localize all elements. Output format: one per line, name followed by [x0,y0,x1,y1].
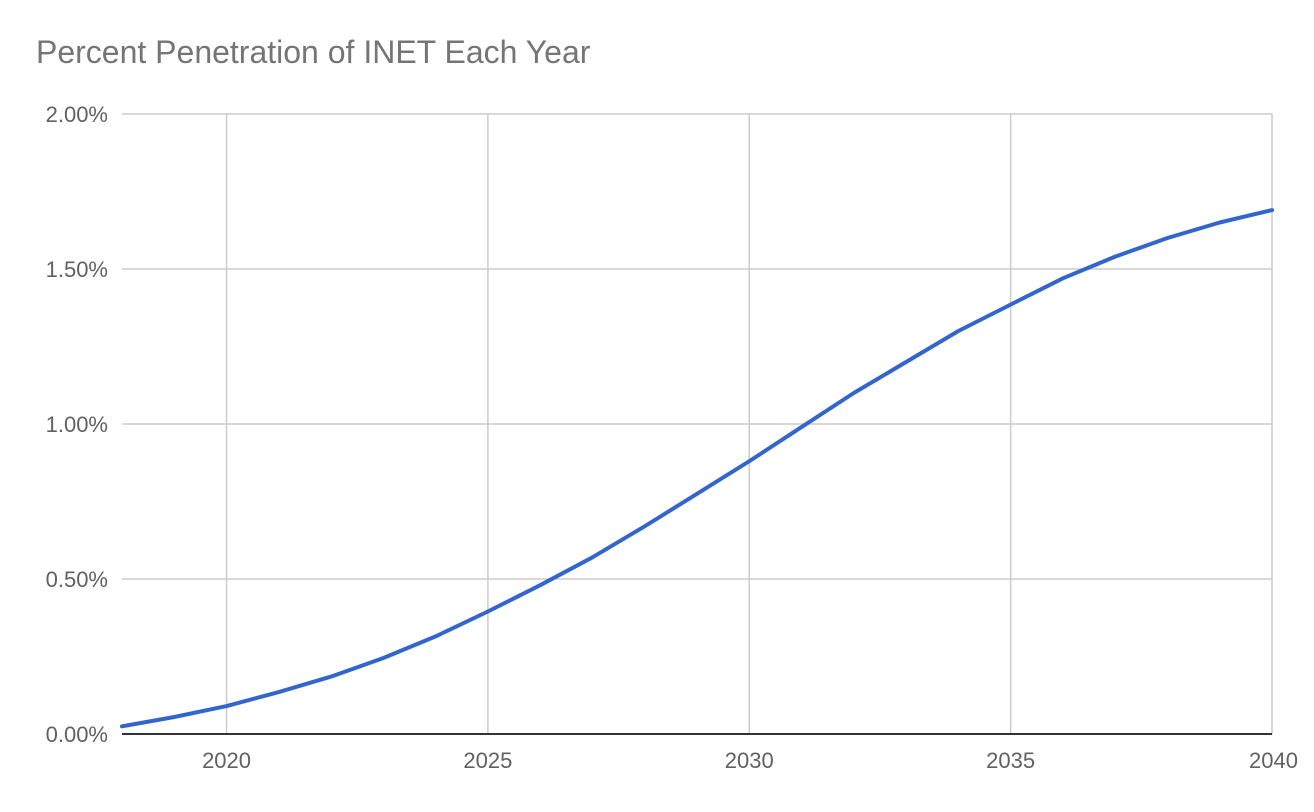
y-tick-label: 2.00% [46,102,108,127]
y-tick-label: 1.50% [46,257,108,282]
grid-lines [122,113,1273,734]
y-tick-label: 0.00% [46,722,108,747]
x-tick-label: 2025 [463,748,512,773]
x-tick-label: 2035 [986,748,1035,773]
series-layer [120,208,1274,729]
y-tick-label: 1.00% [46,412,108,437]
tick-labels: 0.00% 0.50% 1.00% 1.50% 2.00% 2020 2025 2030 203… [46,102,1298,773]
series-line-0 [120,208,1274,729]
y-tick-label: 0.50% [46,567,108,592]
x-tick-label: 2040 [1249,748,1298,773]
chart-title: Percent Penetration of INET Each Year [36,34,591,70]
x-tick-label: 2020 [202,748,251,773]
x-tick-label: 2030 [725,748,774,773]
